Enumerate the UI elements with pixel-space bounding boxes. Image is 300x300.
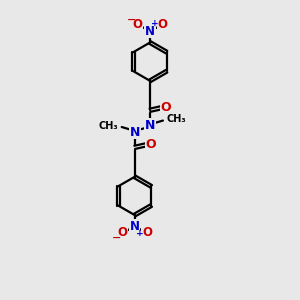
Text: CH₃: CH₃ (98, 121, 118, 130)
Text: N: N (130, 220, 140, 233)
Text: N: N (145, 25, 155, 38)
Text: N: N (145, 119, 155, 132)
Text: O: O (160, 101, 171, 114)
Text: O: O (158, 18, 167, 32)
Text: +: + (152, 19, 159, 28)
Text: +: + (136, 230, 144, 238)
Text: N: N (130, 125, 140, 139)
Text: −: − (112, 233, 121, 243)
Text: O: O (133, 18, 142, 32)
Text: −: − (127, 15, 136, 25)
Text: CH₃: CH₃ (167, 114, 186, 124)
Text: O: O (117, 226, 127, 239)
Text: O: O (145, 139, 156, 152)
Text: O: O (142, 226, 152, 239)
